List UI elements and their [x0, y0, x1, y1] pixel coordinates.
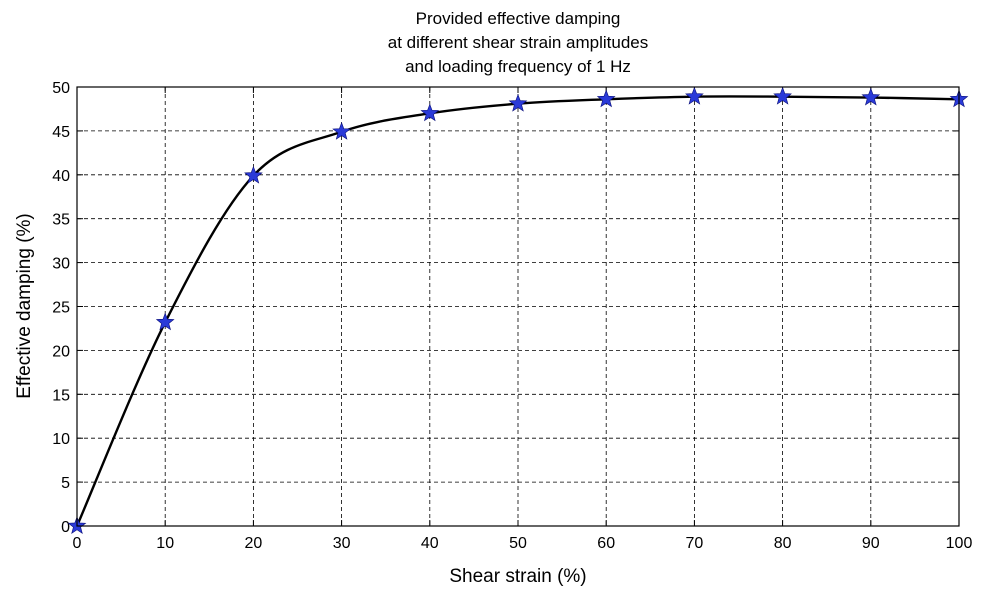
x-tick-label: 80 — [774, 535, 792, 552]
chart-title-line-1: Provided effective damping — [416, 9, 621, 28]
chart-title: Provided effective damping at different … — [388, 9, 649, 76]
data-point-star — [596, 89, 616, 108]
data-point-star — [332, 121, 351, 140]
data-point-star — [420, 103, 440, 122]
x-tick-labels: 0 10 20 30 40 50 60 70 80 90 100 — [73, 535, 973, 552]
y-axis-label: Effective damping (%) — [14, 213, 35, 399]
x-tick-label: 50 — [509, 535, 527, 552]
data-point-star — [244, 165, 263, 184]
y-tick-label: 0 — [61, 519, 70, 536]
y-tick-label: 40 — [52, 168, 70, 185]
fitted-curve — [75, 95, 960, 527]
grid-lines — [77, 87, 959, 526]
x-tick-label: 40 — [421, 535, 439, 552]
chart-title-line-3: and loading frequency of 1 Hz — [405, 57, 631, 76]
data-point-star — [508, 93, 528, 112]
y-tick-label: 10 — [52, 431, 70, 448]
data-point-star — [773, 86, 792, 105]
x-tick-label: 60 — [597, 535, 615, 552]
y-tick-label: 15 — [52, 387, 70, 404]
y-tick-label: 25 — [52, 300, 70, 317]
x-tick-label: 100 — [946, 535, 973, 552]
data-point-star — [685, 86, 704, 105]
y-tick-label: 45 — [52, 124, 70, 141]
data-point-star — [861, 87, 881, 106]
chart-title-line-2: at different shear strain amplitudes — [388, 33, 649, 52]
x-tick-label: 30 — [333, 535, 351, 552]
y-tick-label: 5 — [61, 475, 70, 492]
x-tick-label: 10 — [156, 535, 174, 552]
x-tick-label: 90 — [862, 535, 880, 552]
data-point-star — [155, 312, 175, 331]
x-tick-label: 0 — [73, 535, 82, 552]
y-tick-label: 35 — [52, 212, 70, 229]
y-tick-labels: 0 5 10 15 20 25 30 35 40 45 50 — [52, 80, 70, 536]
x-tick-label: 70 — [686, 535, 704, 552]
y-tick-label: 20 — [52, 343, 70, 360]
y-tick-label: 50 — [52, 80, 70, 97]
y-tick-label: 30 — [52, 256, 70, 273]
plot-frame — [76, 86, 960, 527]
x-tick-label: 20 — [245, 535, 263, 552]
x-axis-label: Shear strain (%) — [449, 566, 586, 587]
